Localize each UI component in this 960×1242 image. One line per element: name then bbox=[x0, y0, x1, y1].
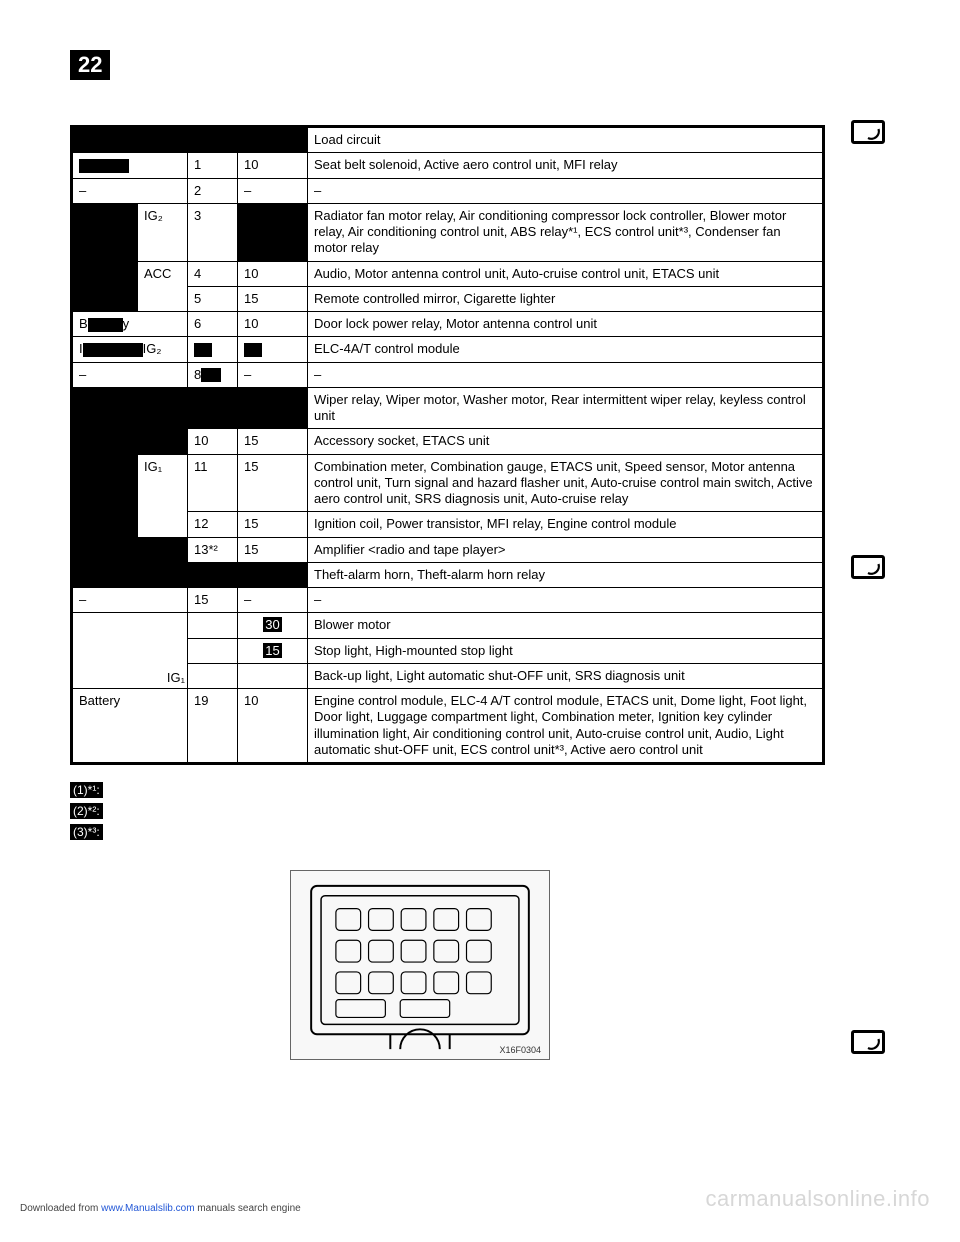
cell: – bbox=[308, 178, 823, 203]
cell: Blower motor bbox=[308, 613, 823, 638]
cell: ELC-4A/T control module bbox=[308, 337, 823, 362]
cell: Accessory socket, ETACS unit bbox=[308, 429, 823, 454]
cell: IG₂ bbox=[138, 203, 188, 261]
cell: 5 bbox=[188, 286, 238, 311]
diagram-code: X16F0304 bbox=[499, 1045, 541, 1055]
header-load: Load circuit bbox=[308, 128, 823, 153]
cell: 10 bbox=[238, 261, 308, 286]
cell: – bbox=[238, 178, 308, 203]
cell: Seat belt solenoid, Active aero control … bbox=[308, 153, 823, 178]
watermark-left: Downloaded from www.Manualslib.com manua… bbox=[20, 1203, 301, 1214]
cell: 4 bbox=[188, 261, 238, 286]
cell: 11 bbox=[188, 454, 238, 512]
cell: Door lock power relay, Motor antenna con… bbox=[308, 312, 823, 337]
cell: 10 bbox=[188, 429, 238, 454]
table-row: – 2 – – bbox=[73, 178, 823, 203]
margin-icon-top bbox=[851, 120, 885, 144]
cell: IG₁ bbox=[138, 454, 188, 537]
table-row: IG₁ 30 Blower motor bbox=[73, 613, 823, 638]
cell: – bbox=[73, 588, 188, 613]
table-row: Battery 19 10 Engine control module, ELC… bbox=[73, 689, 823, 763]
table-row: 1 10 Seat belt solenoid, Active aero con… bbox=[73, 153, 823, 178]
margin-icon-bot bbox=[851, 1030, 885, 1054]
cell: Remote controlled mirror, Cigarette ligh… bbox=[308, 286, 823, 311]
cell: 19 bbox=[188, 689, 238, 763]
cell: Back-up light, Light automatic shut-OFF … bbox=[308, 663, 823, 688]
cell: 15 bbox=[238, 429, 308, 454]
table-row: – 15 – – bbox=[73, 588, 823, 613]
footnotes: (1)*¹: (2)*²: (3)*³: bbox=[70, 780, 103, 842]
cell: Radiator fan motor relay, Air conditioni… bbox=[308, 203, 823, 261]
table-row: – 8 – – bbox=[73, 362, 823, 387]
note-1: (1)*¹: bbox=[70, 782, 103, 798]
cell: 3 bbox=[188, 203, 238, 261]
note-2: (2)*²: bbox=[70, 803, 103, 819]
cell: 15 bbox=[188, 588, 238, 613]
table-row: By 6 10 Door lock power relay, Motor ant… bbox=[73, 312, 823, 337]
cell: Stop light, High-mounted stop light bbox=[308, 638, 823, 663]
cell: Battery bbox=[73, 689, 188, 763]
cell: 13*² bbox=[188, 537, 238, 562]
table-row: 13*² 15 Amplifier <radio and tape player… bbox=[73, 537, 823, 562]
cell: 10 bbox=[238, 153, 308, 178]
cell: Wiper relay, Wiper motor, Washer motor, … bbox=[308, 387, 823, 429]
table-row: IG₂ 3 Radiator fan motor relay, Air cond… bbox=[73, 203, 823, 261]
cell: – bbox=[308, 362, 823, 387]
cell: 10 bbox=[238, 689, 308, 763]
note-3: (3)*³: bbox=[70, 824, 103, 840]
cell: Engine control module, ELC-4 A/T control… bbox=[308, 689, 823, 763]
cell: Ignition coil, Power transistor, MFI rel… bbox=[308, 512, 823, 537]
table-row: ACC 4 10 Audio, Motor antenna control un… bbox=[73, 261, 823, 286]
margin-icon-mid bbox=[851, 555, 885, 579]
cell: 15 bbox=[238, 512, 308, 537]
cell: Amplifier <radio and tape player> bbox=[308, 537, 823, 562]
manualslib-link[interactable]: www.Manualslib.com bbox=[101, 1203, 194, 1214]
watermark-right: carmanualsonline.info bbox=[705, 1186, 930, 1212]
fuse-table: Load circuit 1 10 Seat belt solenoid, Ac… bbox=[70, 125, 825, 765]
cell: 15 bbox=[238, 454, 308, 512]
cell: 1 bbox=[188, 153, 238, 178]
page-number: 22 bbox=[70, 50, 110, 80]
table-row: Theft-alarm horn, Theft-alarm horn relay bbox=[73, 562, 823, 587]
cell: – bbox=[73, 362, 188, 387]
cell: – bbox=[73, 178, 188, 203]
table-header-row: Load circuit bbox=[73, 128, 823, 153]
cell: 2 bbox=[188, 178, 238, 203]
table-row: IG₁ 11 15 Combination meter, Combination… bbox=[73, 454, 823, 512]
cell: – bbox=[238, 362, 308, 387]
cell: 10 bbox=[238, 312, 308, 337]
table-row: IIG₂ ELC-4A/T control module bbox=[73, 337, 823, 362]
cell: 15 bbox=[238, 286, 308, 311]
cell: 12 bbox=[188, 512, 238, 537]
cell: 15 bbox=[238, 537, 308, 562]
cell: Audio, Motor antenna control unit, Auto-… bbox=[308, 261, 823, 286]
table-row: Wiper relay, Wiper motor, Washer motor, … bbox=[73, 387, 823, 429]
cell: ACC bbox=[138, 261, 188, 312]
cell: Theft-alarm horn, Theft-alarm horn relay bbox=[308, 562, 823, 587]
cell: 6 bbox=[188, 312, 238, 337]
cell: – bbox=[238, 588, 308, 613]
cell: Combination meter, Combination gauge, ET… bbox=[308, 454, 823, 512]
fuse-box-diagram: X16F0304 bbox=[290, 870, 550, 1060]
cell: – bbox=[308, 588, 823, 613]
